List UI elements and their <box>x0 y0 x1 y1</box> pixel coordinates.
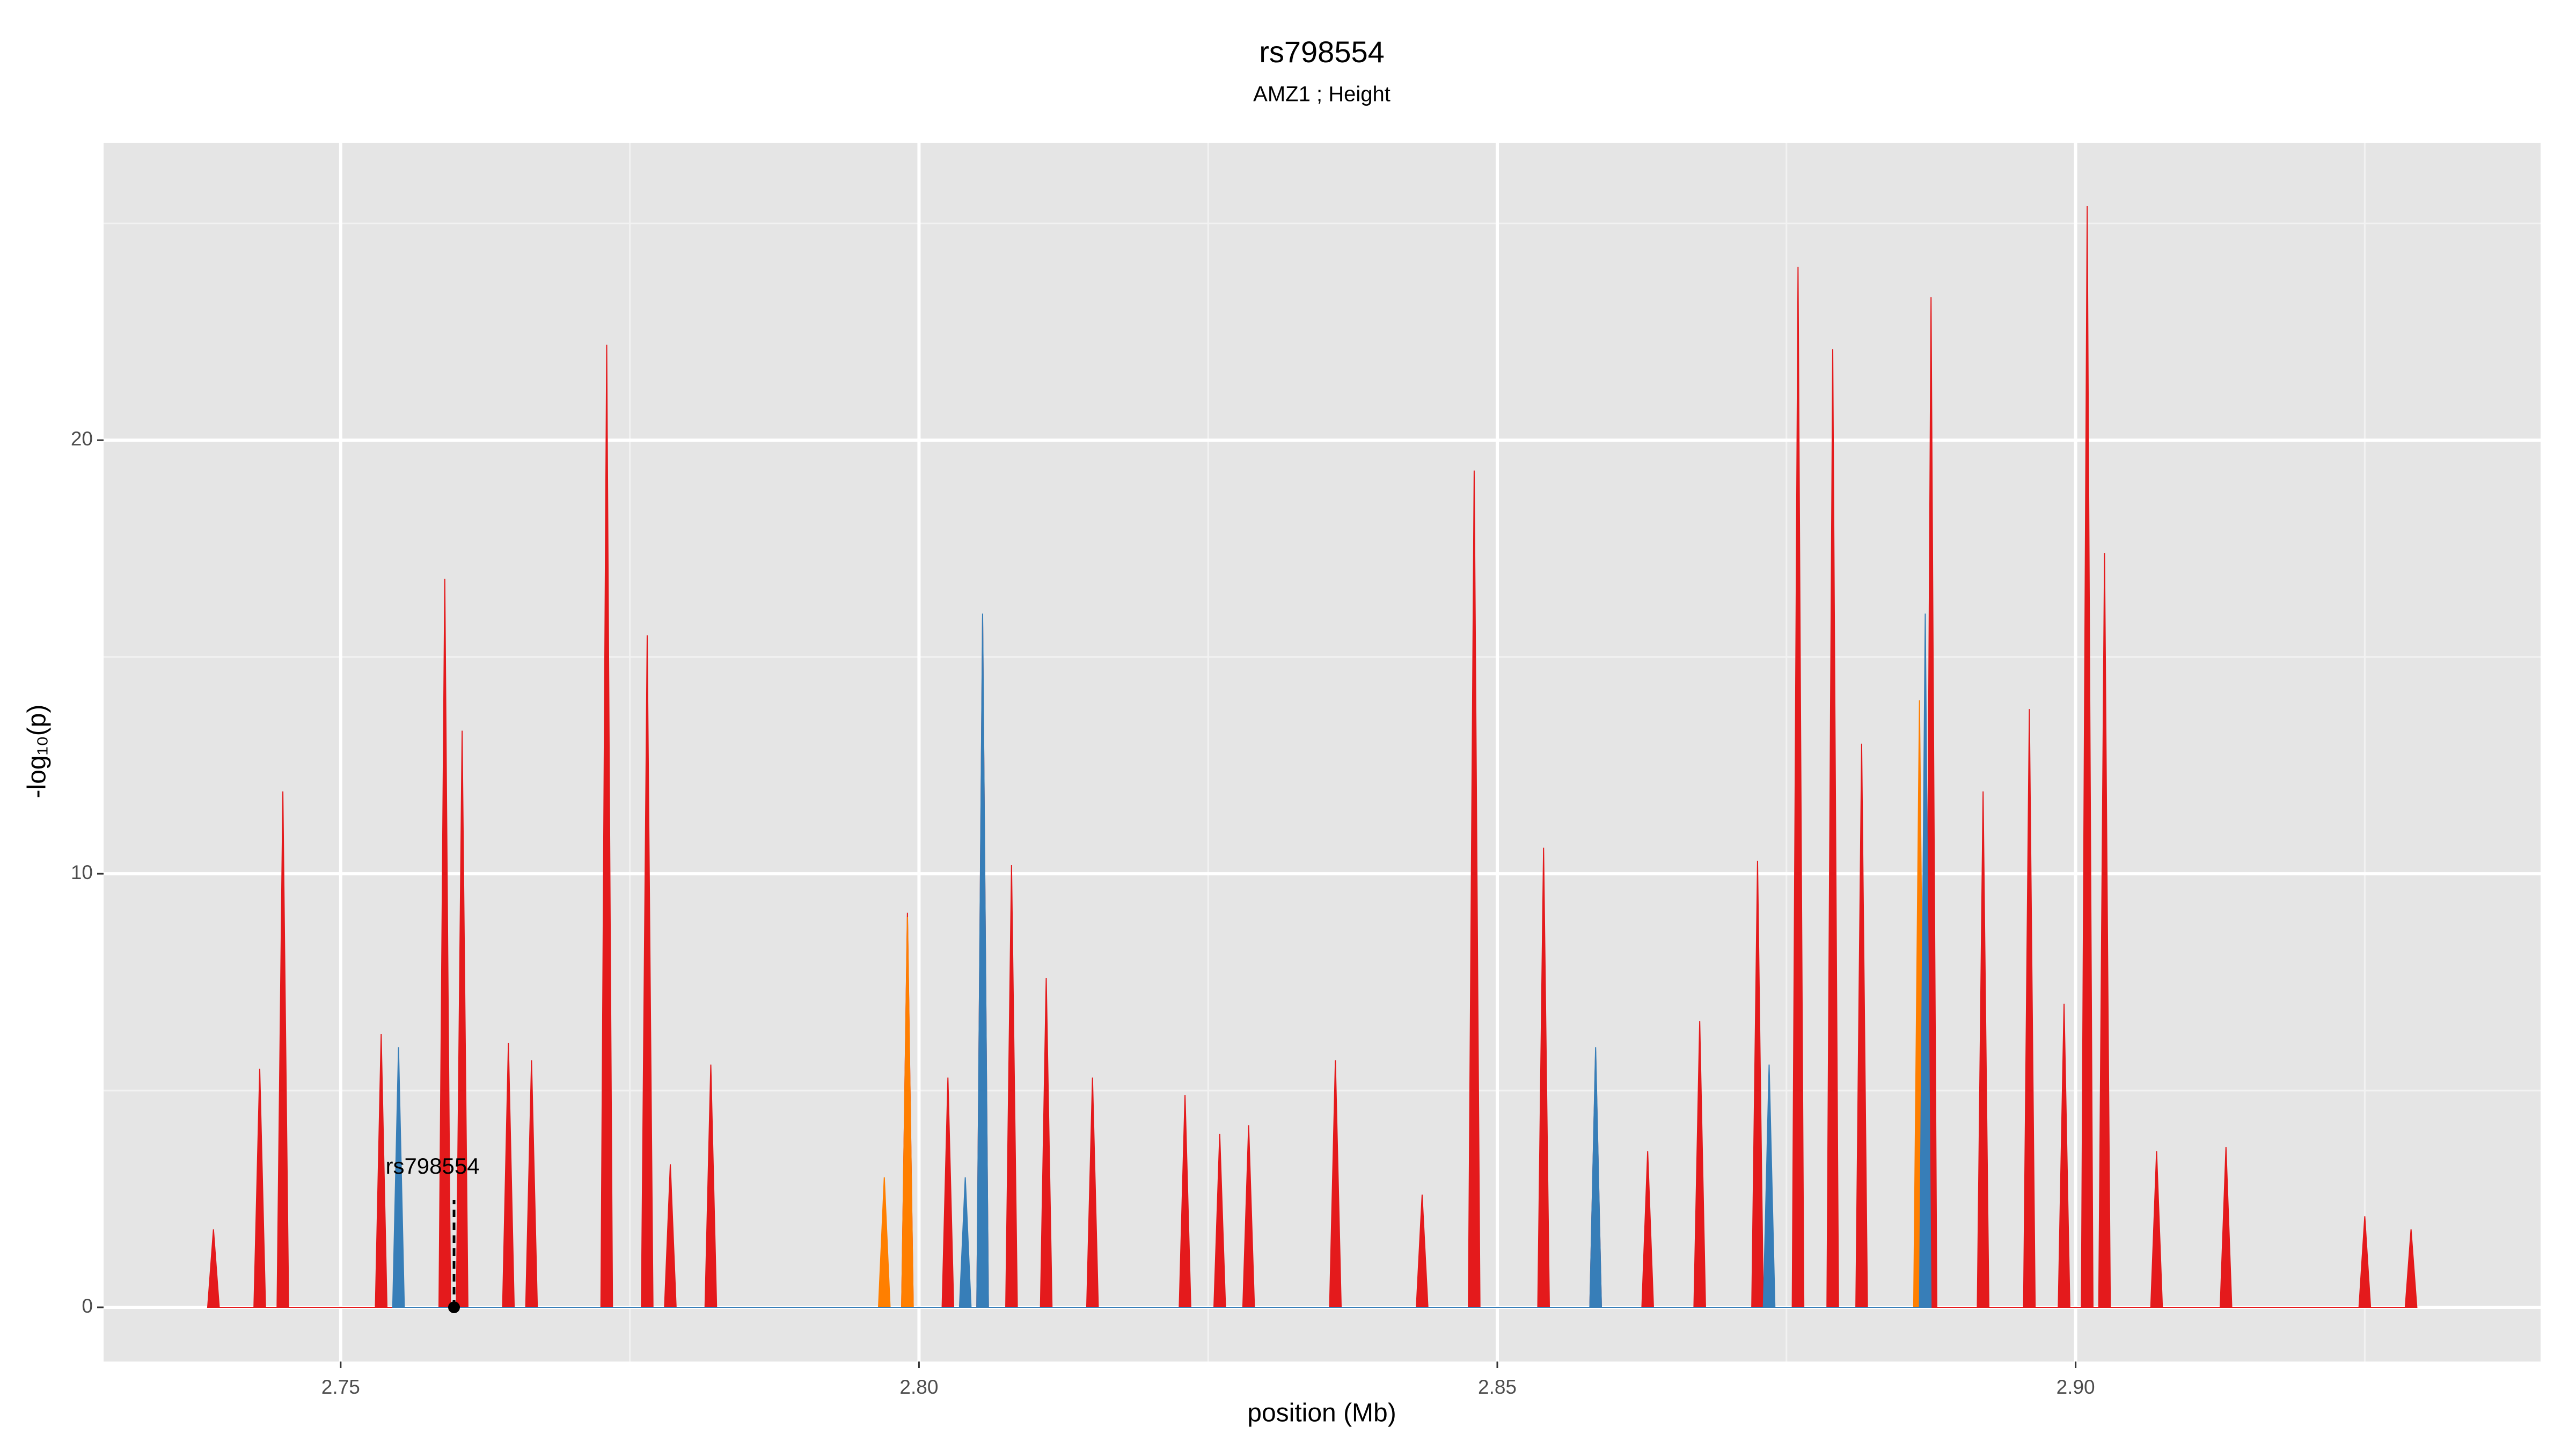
y-tick-label: 20 <box>71 428 93 450</box>
x-tick-label: 2.80 <box>899 1376 938 1398</box>
plot-background <box>104 143 2541 1362</box>
x-axis-title: position (Mb) <box>1247 1399 1396 1428</box>
y-tick-label: 10 <box>71 861 93 883</box>
x-tick-label: 2.90 <box>2057 1376 2095 1398</box>
y-axis-title: -log₁₀(p) <box>23 705 52 799</box>
area-series <box>392 613 1932 1308</box>
annotation-point <box>448 1301 460 1314</box>
x-tick-label: 2.75 <box>321 1376 360 1398</box>
annotation-label: rs798554 <box>385 1153 479 1179</box>
chart-title: rs798554 <box>1259 35 1385 69</box>
chart-subtitle: AMZ1 ; Height <box>1253 83 1391 106</box>
y-tick-label: 0 <box>82 1295 93 1317</box>
x-tick-label: 2.85 <box>1478 1376 1517 1398</box>
